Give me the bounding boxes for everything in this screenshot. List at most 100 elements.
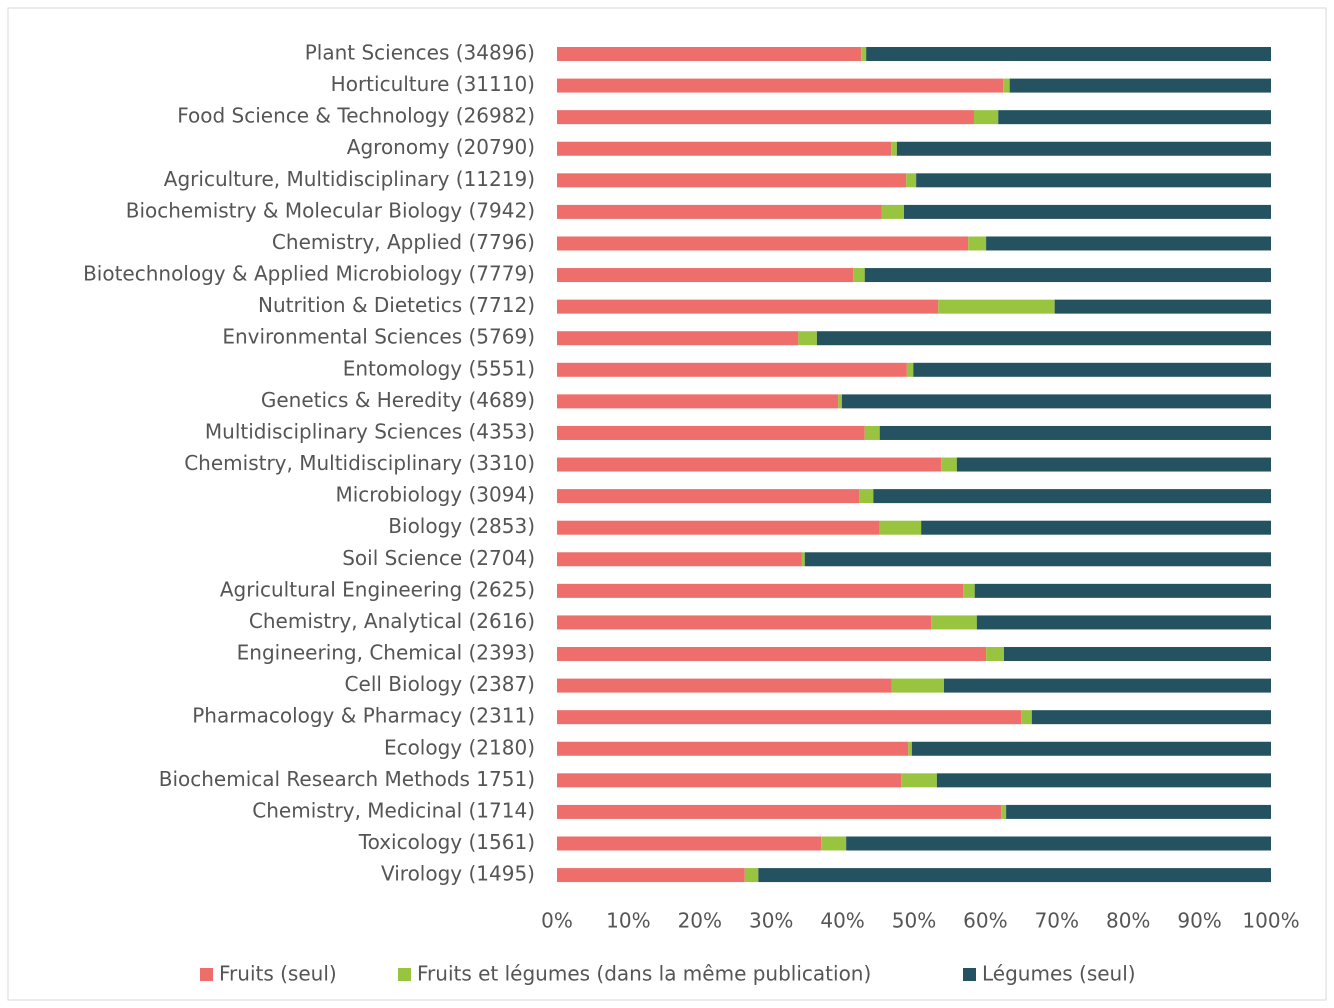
bar-segment [943,678,1271,693]
bar-segment [557,47,862,61]
bar-segment [861,47,867,61]
x-tick-label: 20% [678,909,722,933]
bar-segment [557,773,902,788]
bar-segment [557,394,839,409]
y-tick-label: Biotechnology & Applied Microbiology (77… [83,262,535,286]
y-tick-label: Horticulture (31110) [331,72,535,96]
legend-swatch [963,968,976,981]
bar-segment [744,868,759,883]
bar-segment [557,678,892,693]
bar-segment [557,615,932,630]
bar-segment [557,204,882,219]
y-tick-label: Plant Sciences (34896) [305,41,535,65]
bar-segment [557,489,860,504]
bar-segment [557,457,942,472]
chart-frame [7,7,1327,1001]
bar-segment [908,741,912,756]
bar-segment [758,868,1271,883]
x-tick-label: 50% [892,909,936,933]
y-tick-label: Ecology (2180) [384,735,535,759]
y-tick-label: Agronomy (20790) [347,135,535,159]
bar-segment [557,110,974,125]
bar-segment [906,362,914,377]
bar-segment [557,647,987,662]
bar-segment [557,331,799,346]
bar-segment [941,457,957,472]
bar-segment [557,552,802,567]
x-tick-label: 0% [541,909,573,933]
x-tick-label: 30% [749,909,793,933]
bar-segment [891,141,897,156]
y-tick-label: Soil Science (2704) [342,546,535,570]
bar-segment [557,268,854,283]
bar-segment [864,425,880,440]
bar-segment [904,204,1271,219]
x-tick-label: 10% [606,909,650,933]
y-tick-label: Pharmacology & Pharmacy (2311) [192,704,535,728]
bar-segment [986,236,1271,251]
bar-segment [936,773,1271,788]
x-tick-label: 100% [1242,909,1299,933]
legend-swatch [200,968,213,981]
bar-segment [881,204,905,219]
bar-segment [557,804,1002,819]
bar-segment [821,836,847,851]
bar-segment [557,78,1004,93]
bar-segment [557,710,1022,725]
y-tick-label: Agricultural Engineering (2625) [220,577,535,601]
bar-segment [901,773,937,788]
legend-swatch [398,968,411,981]
y-tick-label: Food Science & Technology (26982) [177,104,535,128]
bar-segment [913,362,1271,377]
bar-segment [859,489,874,504]
y-tick-label: Virology (1495) [381,862,535,886]
bar-segment [879,520,922,535]
bar-segment [911,741,1271,756]
bar-segment [557,836,822,851]
y-tick-label: Chemistry, Applied (7796) [272,230,535,254]
bar-segment [986,647,1004,662]
bar-segment [557,362,907,377]
bar-segment [557,173,907,188]
bar-segment [801,552,805,567]
bar-segment [956,457,1271,472]
bar-segment [998,110,1271,125]
bar-segment [896,141,1271,156]
bar-segment [557,299,939,314]
y-tick-label: Toxicology (1561) [358,830,535,854]
bar-segment [1021,710,1032,725]
bar-segment [557,425,865,440]
bar-segment [916,173,1271,188]
bar-segment [816,331,1271,346]
y-tick-label: Biology (2853) [388,514,535,538]
bar-segment [973,110,999,125]
bar-segment [557,583,964,598]
bar-segment [976,615,1271,630]
bar-segment [931,615,977,630]
x-tick-label: 80% [1106,909,1150,933]
y-tick-label: Chemistry, Analytical (2616) [249,609,535,633]
x-tick-label: 90% [1177,909,1221,933]
x-tick-label: 70% [1035,909,1079,933]
y-tick-label: Cell Biology (2387) [345,672,535,696]
bar-segment [891,678,944,693]
y-tick-label: Agriculture, Multidisciplinary (11219) [164,167,535,191]
bar-segment [557,236,969,251]
y-tick-label: Microbiology (3094) [335,483,535,507]
legend-label: Légumes (seul) [982,962,1136,986]
bar-segment [1054,299,1271,314]
y-tick-label: Environmental Sciences (5769) [222,325,535,349]
y-tick-label: Multidisciplinary Sciences (4353) [205,419,535,443]
legend-label: Fruits (seul) [219,962,337,986]
bar-segment [557,520,880,535]
y-tick-label: Nutrition & Dietetics (7712) [258,293,535,317]
bar-segment [557,141,892,156]
bar-segment [906,173,917,188]
bar-segment [804,552,1271,567]
bar-segment [853,268,865,283]
bar-segment [921,520,1271,535]
bar-segment [963,583,975,598]
bar-segment [1001,804,1007,819]
y-tick-label: Entomology (5551) [343,356,535,380]
